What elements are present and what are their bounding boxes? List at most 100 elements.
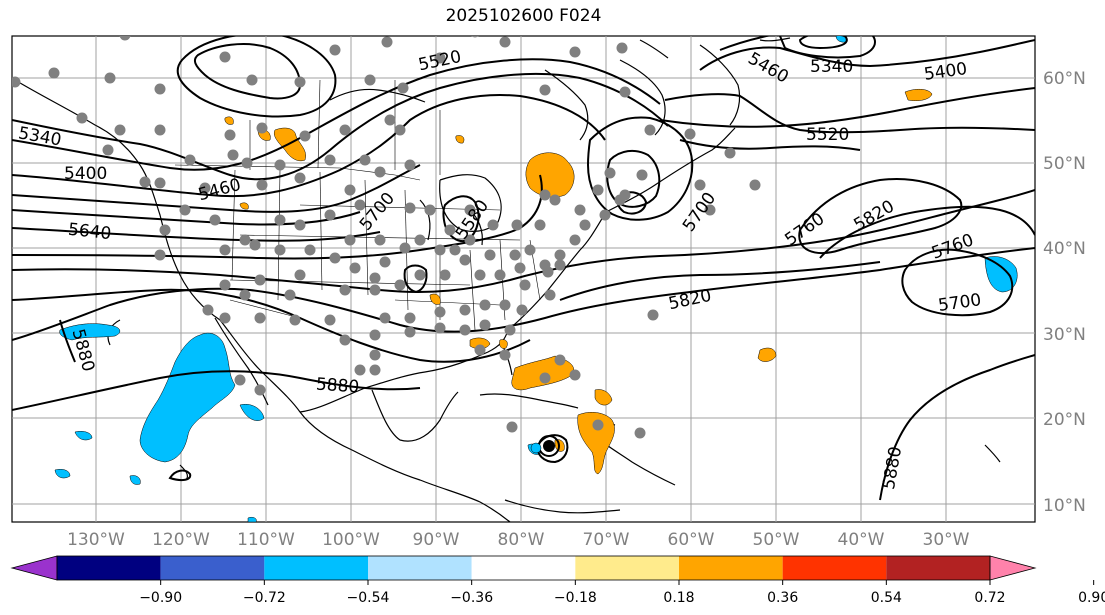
station-dot bbox=[644, 124, 656, 136]
lon-label: 120°W bbox=[152, 530, 210, 550]
station-dot bbox=[684, 128, 696, 140]
station-dot bbox=[299, 130, 311, 142]
colorbar-swatch bbox=[471, 556, 576, 580]
lon-label: 130°W bbox=[67, 530, 125, 550]
colorbar-tick-label: 0.18 bbox=[663, 590, 694, 606]
station-dot bbox=[434, 52, 446, 64]
station-dot bbox=[516, 304, 528, 316]
station-dot bbox=[619, 189, 631, 201]
station-dot bbox=[339, 124, 351, 136]
station-dot bbox=[274, 214, 286, 226]
colorbar-tick-label: 0.72 bbox=[974, 590, 1005, 606]
station-dot bbox=[459, 304, 471, 316]
station-dot bbox=[379, 312, 391, 324]
station-dot bbox=[294, 219, 306, 231]
lon-label: 90°W bbox=[413, 530, 460, 550]
colorbar-tick-label: 0.90 bbox=[1078, 590, 1105, 606]
station-dot bbox=[274, 159, 286, 171]
station-dot bbox=[274, 244, 286, 256]
station-dot bbox=[369, 364, 381, 376]
station-dot bbox=[219, 51, 231, 63]
station-dot bbox=[397, 82, 409, 94]
cyclone-marker bbox=[530, 435, 560, 457]
station-dot bbox=[374, 166, 386, 178]
station-dot bbox=[254, 384, 266, 396]
station-dot bbox=[381, 36, 393, 48]
station-dot bbox=[499, 36, 511, 48]
station-dot bbox=[574, 204, 586, 216]
station-dot bbox=[539, 84, 551, 96]
station-dot bbox=[544, 289, 556, 301]
station-dot bbox=[539, 189, 551, 201]
station-dot bbox=[364, 74, 376, 86]
station-dot bbox=[369, 349, 381, 361]
station-dot bbox=[704, 204, 716, 216]
contour-label: 5880 bbox=[315, 374, 360, 397]
station-dot bbox=[379, 256, 391, 268]
station-dot bbox=[749, 179, 761, 191]
station-dot bbox=[339, 334, 351, 346]
station-dot bbox=[599, 209, 611, 221]
colorbar-tick-label: −0.18 bbox=[554, 590, 597, 606]
station-dot bbox=[509, 249, 521, 261]
station-dot bbox=[511, 219, 523, 231]
station-dot bbox=[554, 249, 566, 261]
station-dot bbox=[494, 269, 506, 281]
lon-label: 80°W bbox=[498, 530, 545, 550]
station-dot bbox=[414, 269, 426, 281]
station-dot bbox=[324, 154, 336, 166]
station-dot bbox=[239, 234, 251, 246]
station-dot bbox=[119, 36, 131, 41]
station-dot bbox=[239, 289, 251, 301]
colorbar-tick-label: 0.36 bbox=[767, 590, 798, 606]
station-dot bbox=[499, 349, 511, 361]
station-dot bbox=[619, 86, 631, 98]
lat-label: 60°N bbox=[1043, 69, 1086, 89]
station-dot bbox=[604, 167, 616, 179]
station-dot bbox=[324, 209, 336, 221]
colorbar-swatch bbox=[264, 556, 368, 580]
station-dot bbox=[199, 182, 211, 194]
colorbar-tick-label: −0.90 bbox=[139, 590, 182, 606]
lon-label: 110°W bbox=[237, 530, 295, 550]
station-dot bbox=[179, 204, 191, 216]
colorbar-swatch bbox=[886, 556, 990, 580]
lat-label: 20°N bbox=[1043, 410, 1086, 430]
station-dot bbox=[329, 44, 341, 56]
station-dot bbox=[539, 372, 551, 384]
station-dot bbox=[534, 219, 546, 231]
station-dot bbox=[329, 252, 341, 264]
station-dot bbox=[139, 176, 151, 188]
station-dot bbox=[569, 46, 581, 58]
latitude-labels: 60°N 50°N 40°N 30°N 20°N 10°N bbox=[1043, 69, 1086, 516]
station-dot bbox=[154, 249, 166, 261]
station-dot bbox=[294, 269, 306, 281]
station-dot bbox=[504, 324, 516, 336]
station-dot bbox=[474, 269, 486, 281]
station-dot bbox=[254, 312, 266, 324]
lat-label: 10°N bbox=[1043, 496, 1086, 516]
station-dot bbox=[471, 36, 479, 38]
station-dot bbox=[354, 364, 366, 376]
station-dot bbox=[256, 179, 268, 191]
station-dot bbox=[384, 114, 396, 126]
station-dot bbox=[304, 244, 316, 256]
colorbar-frame bbox=[56, 555, 991, 581]
colorbar-swatch bbox=[57, 556, 161, 580]
station-dot bbox=[484, 249, 496, 261]
station-dot bbox=[464, 204, 476, 216]
station-dot bbox=[394, 279, 406, 291]
lat-label: 30°N bbox=[1043, 325, 1086, 345]
station-dot bbox=[249, 239, 261, 251]
station-dot bbox=[202, 304, 214, 316]
station-dot bbox=[479, 319, 491, 331]
station-dot bbox=[369, 284, 381, 296]
station-dot bbox=[284, 289, 296, 301]
station-dot bbox=[474, 344, 486, 356]
station-dot bbox=[514, 262, 526, 274]
station-dot bbox=[569, 234, 581, 246]
colorbar-swatch bbox=[160, 556, 265, 580]
lon-label: 50°W bbox=[753, 530, 800, 550]
station-dot bbox=[256, 122, 268, 134]
